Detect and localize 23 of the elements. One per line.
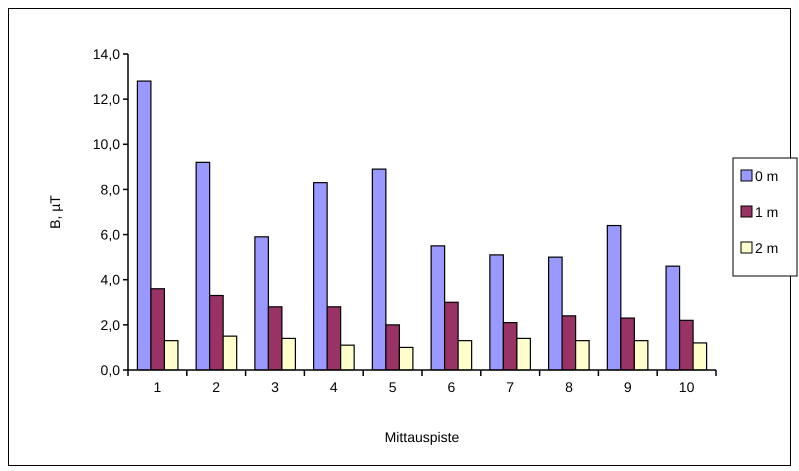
y-axis-title: B, µT bbox=[47, 194, 63, 229]
y-tick-label: 4,0 bbox=[100, 272, 120, 288]
legend-label: 0 m bbox=[755, 168, 778, 184]
x-axis-title: Mittauspiste bbox=[384, 429, 460, 445]
x-tick-label: 5 bbox=[388, 379, 397, 395]
x-tick-label: 7 bbox=[506, 379, 514, 395]
x-tick-label: 8 bbox=[565, 379, 574, 395]
y-tick-label: 2,0 bbox=[100, 316, 120, 333]
y-tick-label: 0,0 bbox=[100, 362, 120, 378]
x-tick-label: 3 bbox=[271, 379, 280, 395]
x-tick-label: 10 bbox=[678, 379, 695, 395]
x-tick-label: 9 bbox=[624, 379, 632, 395]
legend-label: 2 m bbox=[755, 240, 778, 256]
x-tick-label: 2 bbox=[212, 379, 220, 395]
y-tick-label: 8,0 bbox=[100, 181, 120, 198]
y-tick-label: 10,0 bbox=[92, 136, 120, 152]
y-tick-label: 14,0 bbox=[92, 46, 120, 62]
x-tick-label: 4 bbox=[330, 379, 338, 395]
x-tick-label: 1 bbox=[154, 379, 162, 395]
y-tick-label: 6,0 bbox=[100, 226, 120, 242]
y-tick-label: 12,0 bbox=[92, 91, 120, 108]
x-tick-label: 6 bbox=[448, 379, 456, 395]
legend-label: 1 m bbox=[755, 204, 778, 220]
